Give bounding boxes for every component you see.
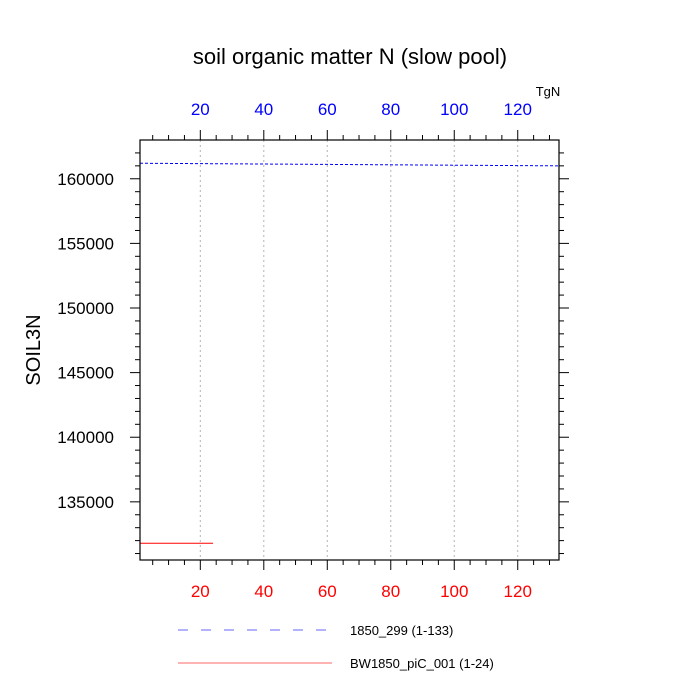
legend-label: 1850_299 (1-133) [350, 623, 453, 638]
y-tick-label: 145000 [57, 364, 114, 383]
x-tick-label-top: 120 [504, 100, 532, 119]
axis-ticks [130, 130, 569, 570]
y-tick-label: 140000 [57, 428, 114, 447]
y-tick-label: 155000 [57, 234, 114, 253]
x-tick-label-bottom: 40 [254, 582, 273, 601]
legend-label: BW1850_piC_001 (1-24) [350, 656, 494, 671]
x-tick-label-bottom: 60 [318, 582, 337, 601]
x-tick-label-top: 100 [440, 100, 468, 119]
x-tick-label-top: 20 [191, 100, 210, 119]
x-tick-label-bottom: 100 [440, 582, 468, 601]
chart-title: soil organic matter N (slow pool) [193, 44, 507, 69]
y-tick-label: 160000 [57, 170, 114, 189]
y-tick-label: 150000 [57, 299, 114, 318]
tick-labels: 20 20 40 40 60 60 80 80 100 100 120 120 135000 140000… [57, 100, 532, 601]
x-tick-label-top: 80 [381, 100, 400, 119]
plot-frame [139, 139, 560, 561]
x-tick-label-bottom: 120 [504, 582, 532, 601]
y-axis-label: SOIL3N [23, 314, 45, 385]
x-tick-label-bottom: 80 [381, 582, 400, 601]
x-tick-label-top: 60 [318, 100, 337, 119]
legend: 1850_299 (1-133) BW1850_piC_001 (1-24) [178, 623, 494, 671]
series-line [139, 162, 560, 167]
y-tick-label: 135000 [57, 493, 114, 512]
units-label: TgN [536, 84, 561, 99]
series-layer [139, 162, 560, 544]
x-tick-label-bottom: 20 [191, 582, 210, 601]
x-tick-label-top: 40 [254, 100, 273, 119]
gridlines [199, 140, 519, 560]
